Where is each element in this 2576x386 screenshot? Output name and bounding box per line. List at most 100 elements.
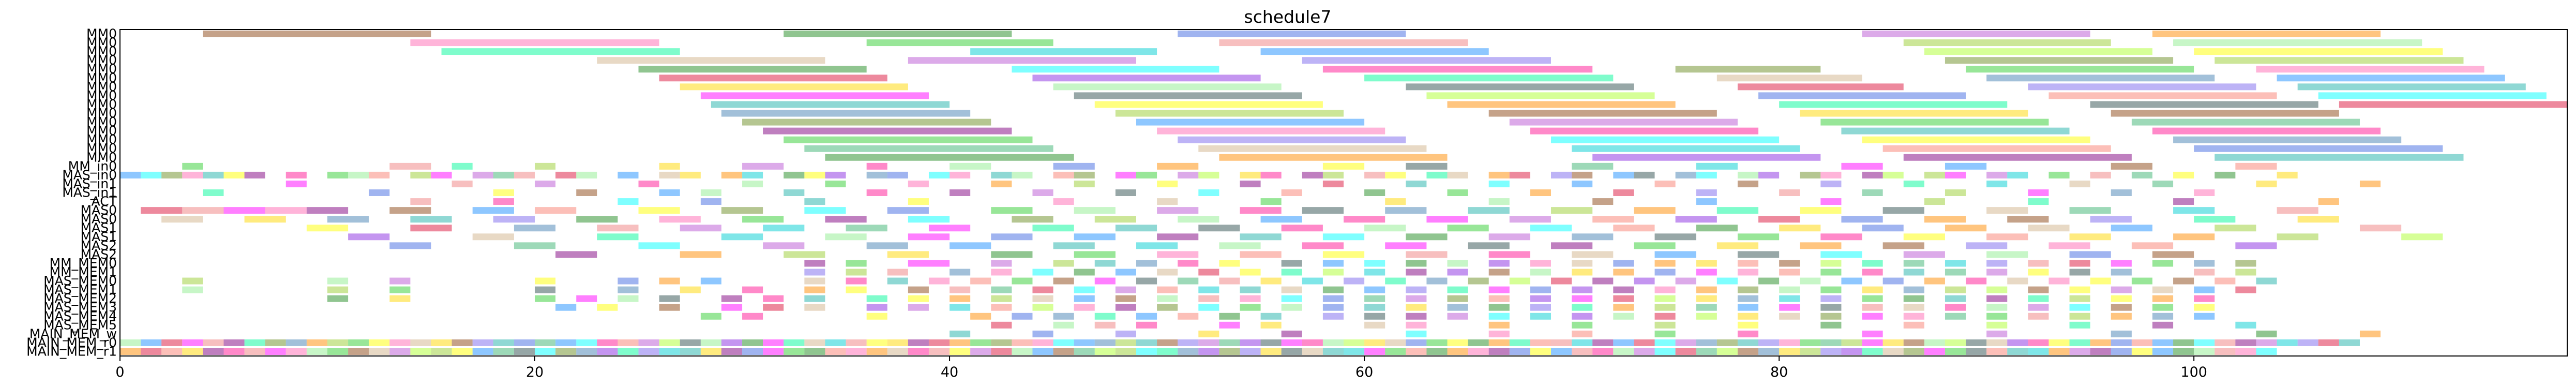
task-bar <box>1613 171 1634 179</box>
task-bar <box>1572 295 1593 302</box>
task-bar <box>1613 225 1655 232</box>
task-bar <box>451 162 473 170</box>
task-bar <box>597 225 639 232</box>
task-bar <box>1012 313 1033 320</box>
task-bar <box>1551 136 1780 143</box>
task-bar <box>1136 313 1157 320</box>
row-label: MM_in0 <box>68 158 117 173</box>
task-bar <box>2090 171 2111 179</box>
task-bar <box>1136 348 1157 355</box>
row-label: MM0 <box>86 35 117 50</box>
task-bar <box>1178 313 1199 320</box>
task-bar <box>2235 269 2256 276</box>
task-bar <box>866 39 1053 47</box>
task-bar <box>1447 295 1468 302</box>
task-bar <box>1966 277 1987 285</box>
task-bar <box>2028 339 2049 346</box>
task-bar <box>659 339 680 346</box>
task-bar <box>1800 110 2028 117</box>
task-bar <box>763 295 784 302</box>
task-bar <box>1364 260 1385 267</box>
task-bar <box>1198 286 1219 293</box>
task-bar <box>1572 304 1593 311</box>
task-bar <box>742 162 784 170</box>
task-bar <box>389 348 411 355</box>
task-bar <box>1406 251 1448 258</box>
task-bar <box>1654 180 1676 187</box>
task-bar <box>1364 286 1385 293</box>
task-bar <box>1945 162 1987 170</box>
task-bar <box>2111 189 2132 196</box>
task-bar <box>182 207 224 214</box>
task-bar <box>721 110 971 117</box>
task-bar <box>1157 269 1178 276</box>
task-bar <box>1281 330 1302 337</box>
task-bar <box>711 101 950 108</box>
task-bar <box>1281 286 1302 293</box>
row-label: MM0 <box>86 150 117 165</box>
task-bar <box>1966 242 2008 249</box>
task-bar <box>1675 171 1696 179</box>
row-label: MAS_MEM5 <box>43 317 117 332</box>
task-bar <box>1820 269 1842 276</box>
task-bar <box>617 348 639 355</box>
task-bar <box>182 277 203 285</box>
task-bar <box>1488 110 1717 117</box>
row-label: MAS1 <box>81 220 117 235</box>
task-bar <box>1613 295 1634 302</box>
task-bar <box>2007 216 2049 223</box>
task-bar <box>1488 339 1510 346</box>
task-bar <box>1322 260 1344 267</box>
task-bar <box>1260 339 1282 346</box>
task-bar <box>1115 269 1136 276</box>
task-bar <box>2131 348 2152 355</box>
task-bar <box>1862 348 1883 355</box>
task-bar <box>1634 171 1655 179</box>
task-bar <box>306 207 349 214</box>
task-bar <box>1903 295 1924 302</box>
task-bar <box>1447 269 1468 276</box>
task-bar <box>1737 286 1759 293</box>
task-bar <box>2318 92 2547 99</box>
task-bar <box>1613 269 1634 276</box>
task-bar <box>1716 277 1738 285</box>
task-bar <box>908 198 929 205</box>
task-bar <box>2256 277 2277 285</box>
task-bar <box>514 242 556 249</box>
task-bar <box>2256 330 2277 337</box>
task-bar <box>1903 304 1924 311</box>
task-bar <box>1240 207 1282 214</box>
task-bar <box>1322 339 1344 346</box>
task-bar <box>1447 225 1489 232</box>
task-bar <box>1572 348 1593 355</box>
task-bar <box>1737 330 1759 337</box>
task-bar <box>1488 304 1510 311</box>
task-bar <box>1074 286 1095 293</box>
task-bar <box>1509 277 1530 285</box>
task-bar <box>1198 145 1427 152</box>
task-bar <box>1136 242 1178 249</box>
task-bar <box>617 286 639 293</box>
task-bar <box>1696 162 1738 170</box>
task-bar <box>1157 207 1199 214</box>
task-bar <box>1032 286 1053 293</box>
task-bar <box>846 269 867 276</box>
task-bar <box>659 189 680 196</box>
task-bar <box>1820 118 2049 126</box>
task-bar <box>2194 260 2215 267</box>
task-bar <box>2173 39 2422 47</box>
task-bar <box>1447 286 1468 293</box>
task-bar <box>1240 304 1261 311</box>
task-bar <box>1032 339 1053 346</box>
task-bar <box>1053 83 1282 91</box>
task-bar <box>638 339 659 346</box>
task-bar <box>1986 75 2215 82</box>
task-bar <box>784 31 1012 38</box>
task-bar <box>2028 304 2049 311</box>
row-label: MAS_MEM0 <box>43 273 117 288</box>
task-bar <box>1654 233 1696 241</box>
task-bar <box>1136 321 1157 329</box>
task-bar <box>659 162 680 170</box>
task-bar <box>1924 216 1966 223</box>
task-bar <box>141 339 162 346</box>
